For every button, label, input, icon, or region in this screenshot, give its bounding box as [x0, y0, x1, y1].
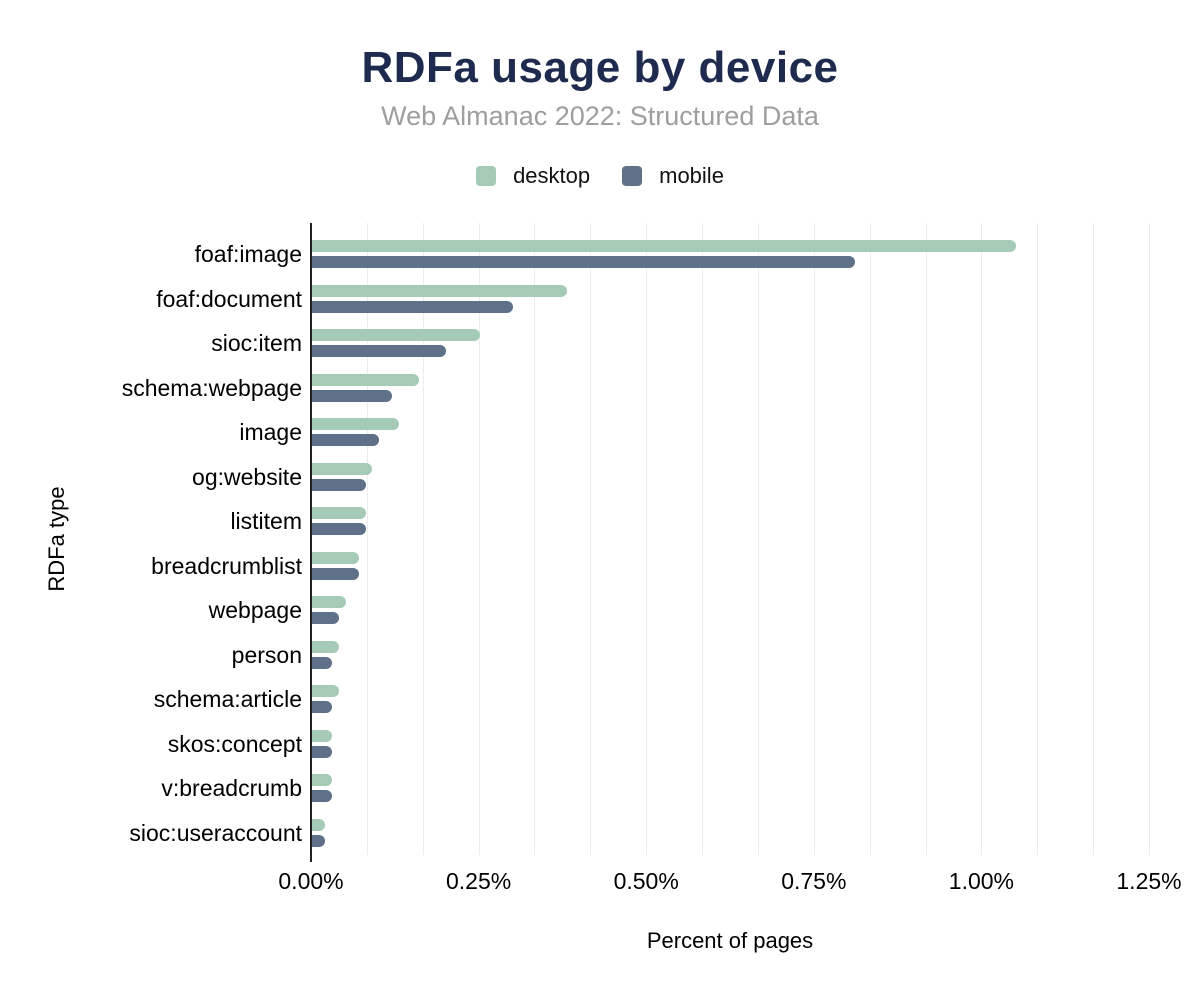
gridline	[1037, 223, 1039, 855]
bar-mobile-v:breadcrumb	[312, 790, 333, 803]
legend-label: mobile	[659, 163, 724, 188]
category-label: webpage	[208, 597, 302, 623]
legend: desktop mobile	[0, 163, 1200, 189]
bar-desktop-foaf:image	[312, 240, 1016, 253]
category-label: person	[231, 641, 302, 668]
category-label: image	[239, 419, 302, 445]
legend-label: desktop	[513, 163, 591, 188]
x-tick-label: 1.00%	[948, 868, 1014, 894]
y-axis-line	[310, 223, 312, 862]
bar-mobile-sioc:useraccount	[312, 834, 326, 847]
category-label: schema:webpage	[121, 374, 302, 401]
gridline	[646, 223, 648, 855]
category-label: og:website	[192, 463, 302, 490]
gridline	[422, 223, 424, 855]
gridline	[478, 223, 480, 855]
category-label: skos:concept	[167, 730, 302, 757]
category-label: listitem	[230, 508, 302, 534]
gridline	[366, 223, 368, 855]
bar-desktop-og:website	[312, 462, 373, 475]
category-label: schema:article	[153, 686, 302, 712]
legend-swatch-desktop	[476, 166, 497, 186]
legend-swatch-mobile	[622, 166, 643, 186]
bar-desktop-schema:article	[312, 685, 339, 698]
gridline	[813, 223, 815, 855]
bar-mobile-og:website	[312, 478, 366, 491]
bar-desktop-listitem	[312, 507, 366, 520]
gridline	[869, 223, 871, 855]
bar-mobile-webpage	[312, 612, 339, 625]
category-label: sioc:item	[211, 330, 302, 356]
y-axis-title: RDFa type	[44, 486, 69, 592]
x-tick-label: 1.25%	[1116, 868, 1182, 894]
legend-item-mobile: mobile	[622, 163, 724, 189]
category-label: foaf:document	[156, 285, 302, 312]
x-tick-label: 0.00%	[278, 868, 344, 894]
bar-mobile-foaf:document	[312, 300, 514, 313]
bar-desktop-sioc:useraccount	[312, 818, 326, 831]
chart-title: RDFa usage by device	[361, 43, 839, 92]
bar-desktop-breadcrumblist	[312, 551, 359, 564]
bar-mobile-breadcrumblist	[312, 567, 359, 580]
gridline	[925, 223, 927, 855]
bar-mobile-listitem	[312, 523, 366, 536]
bar-mobile-skos:concept	[312, 745, 333, 758]
gridline	[590, 223, 592, 855]
bar-desktop-webpage	[312, 596, 346, 609]
x-tick-label: 0.50%	[613, 868, 679, 894]
gridline	[702, 223, 704, 855]
gridline	[1149, 223, 1150, 855]
bar-desktop-schema:webpage	[312, 373, 420, 386]
legend-item-desktop: desktop	[476, 163, 590, 189]
chart-subtitle: Web Almanac 2022: Structured Data	[381, 101, 819, 131]
bar-mobile-foaf:image	[312, 256, 856, 269]
gridline	[757, 223, 759, 855]
bar-desktop-person	[312, 640, 339, 653]
bar-mobile-person	[312, 656, 333, 669]
bar-desktop-image	[312, 418, 400, 431]
bar-mobile-schema:webpage	[312, 389, 393, 402]
bar-desktop-skos:concept	[312, 729, 333, 742]
x-tick-label: 0.75%	[781, 868, 847, 894]
gridline	[534, 223, 536, 855]
x-tick-label: 0.25%	[445, 868, 512, 894]
category-label: foaf:image	[194, 241, 302, 267]
gridline	[1093, 223, 1095, 855]
bar-desktop-foaf:document	[312, 284, 567, 297]
gridline	[981, 223, 983, 855]
category-label: breadcrumblist	[151, 552, 302, 579]
bar-mobile-sioc:item	[312, 345, 447, 358]
bar-mobile-image	[312, 434, 380, 447]
bar-mobile-schema:article	[312, 701, 333, 714]
bar-desktop-v:breadcrumb	[312, 774, 333, 787]
category-label: sioc:useraccount	[129, 819, 302, 846]
x-axis-title: Percent of pages	[646, 928, 814, 953]
category-label: v:breadcrumb	[161, 775, 302, 801]
bar-desktop-sioc:item	[312, 329, 480, 342]
